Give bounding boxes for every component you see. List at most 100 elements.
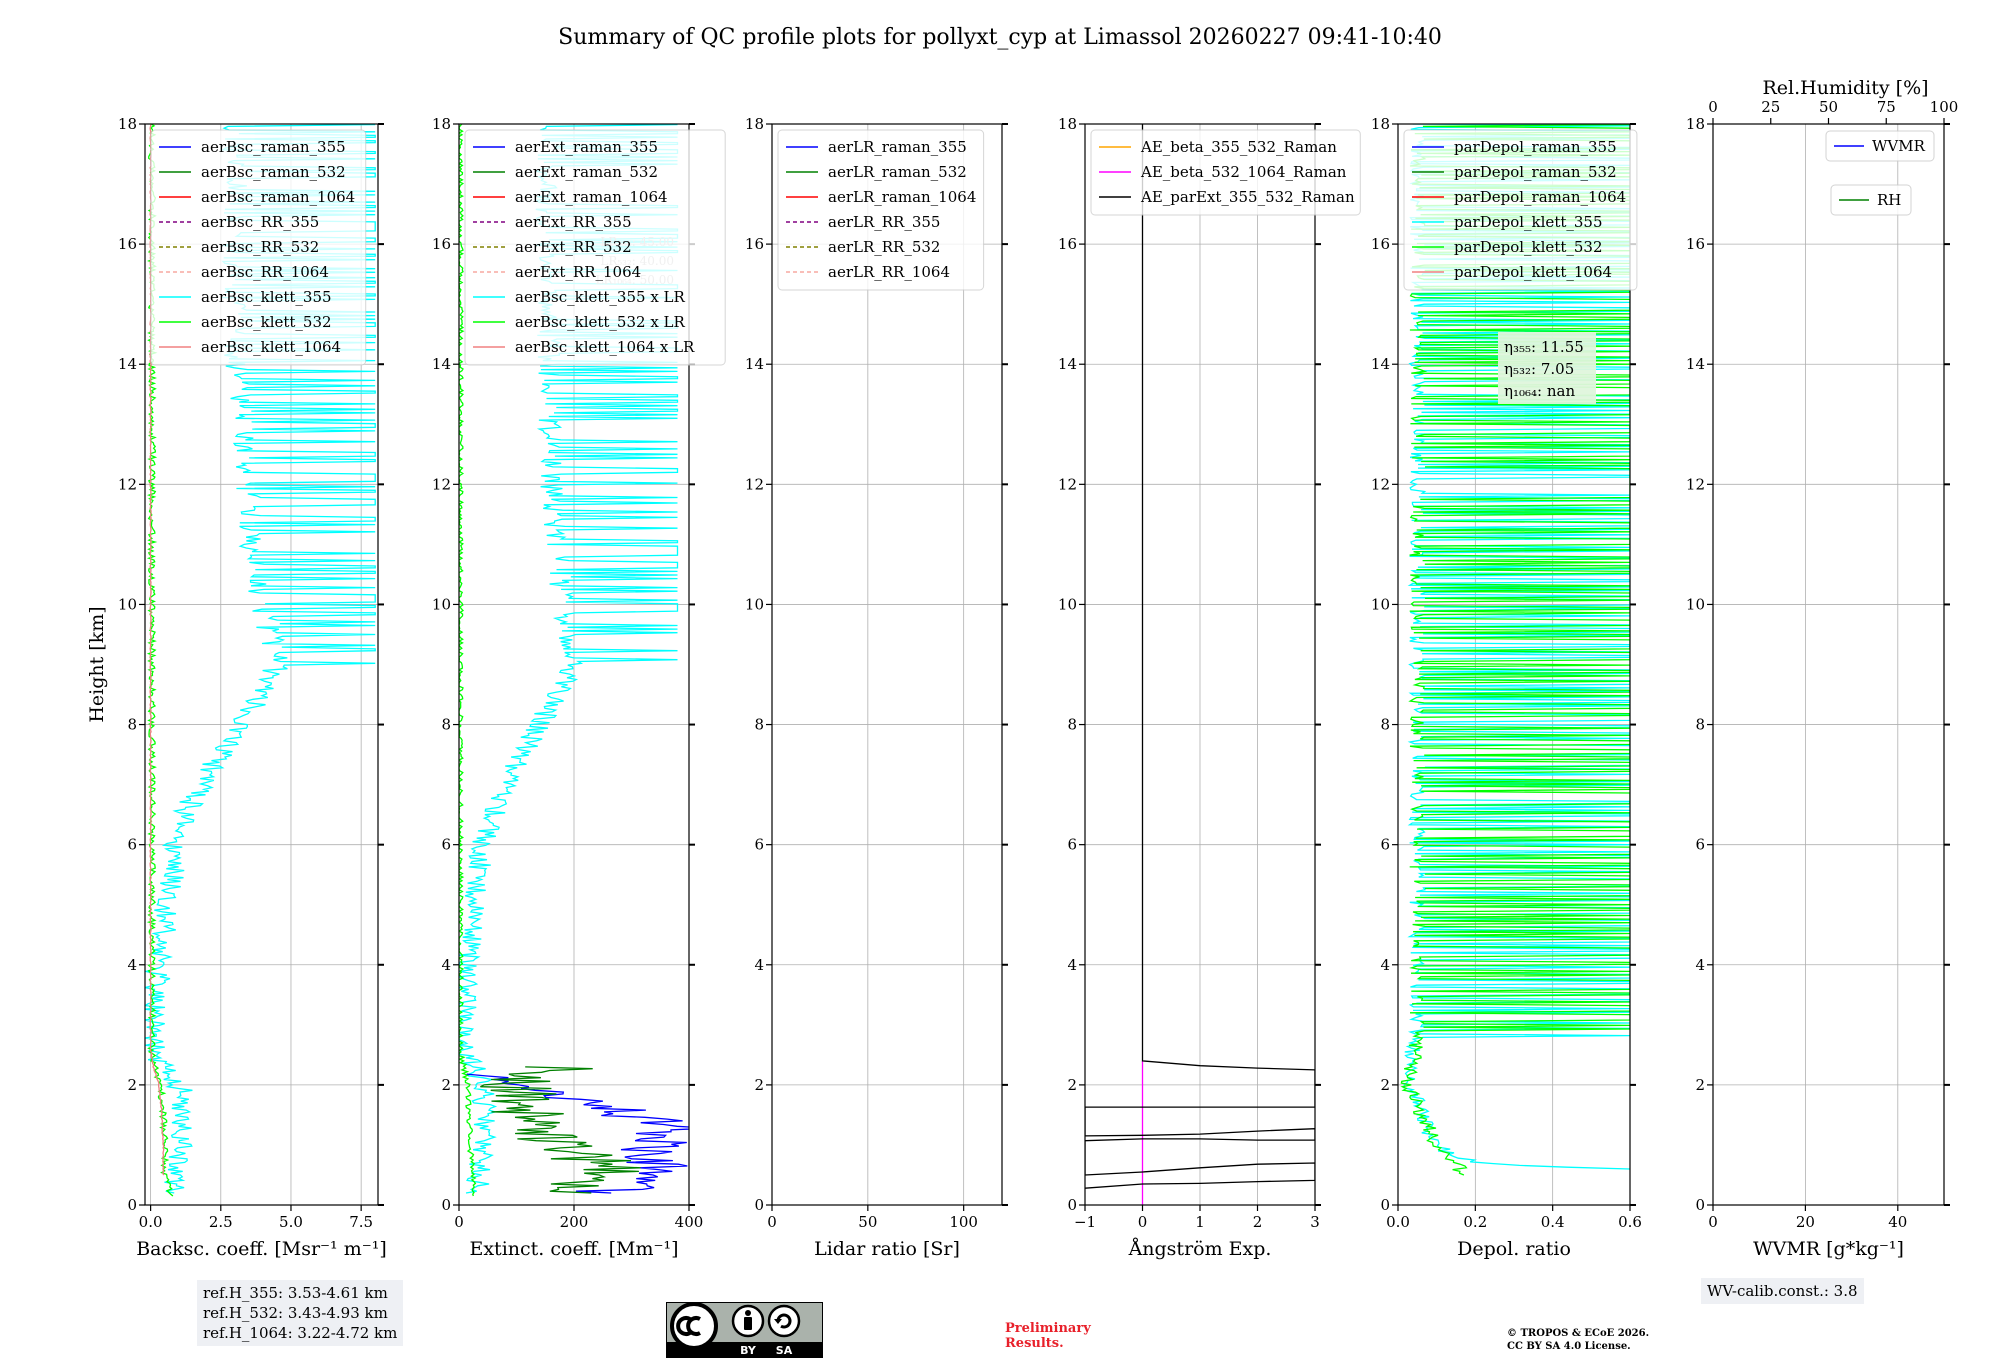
axes-frame-depol — [1397, 123, 1631, 1206]
ref-height-532: ref.H_532: 3.43-4.93 km — [203, 1304, 388, 1322]
legend-label: aerLR_RR_1064 — [828, 263, 950, 281]
y-tick-label: 12 — [432, 475, 451, 493]
y-tick-label: 8 — [1067, 716, 1077, 734]
y-tick-label: 0 — [1380, 1196, 1390, 1214]
x-tick-label: 2 — [1253, 1213, 1263, 1231]
legend-label: aerBsc_klett_532 — [201, 313, 332, 331]
y-tick-label: 6 — [754, 836, 764, 854]
copyright-line-1: © TROPOS & ECoE 2026. — [1507, 1328, 1650, 1339]
legend-label: AE_beta_532_1064_Raman — [1140, 163, 1347, 181]
legend-box — [1403, 129, 1638, 291]
y-tick-label: 0 — [1695, 1196, 1705, 1214]
x-axis-label: Ångström Exp. — [1128, 1238, 1272, 1260]
legend-label: parDepol_klett_355 — [1454, 213, 1603, 231]
legend-label: aerBsc_klett_1064 x LR — [515, 338, 695, 356]
y-tick-label: 18 — [118, 115, 137, 133]
cc-by-label: BY — [740, 1344, 757, 1357]
y-tick-label: 10 — [118, 595, 137, 613]
y-tick-label: 6 — [1067, 836, 1077, 854]
legend-box — [1090, 129, 1361, 216]
chart-backscatter: 0 2 4 6 8 10 12 14 16 18 0.0 2.5 5.0 7.5 Backsc. coeff… — [86, 115, 387, 1260]
y-tick-label: 18 — [745, 115, 764, 133]
y-tick-label: 14 — [1686, 355, 1705, 373]
preliminary-line-1: Preliminary — [1005, 1321, 1091, 1336]
x-tick-label: 2.5 — [209, 1213, 233, 1231]
y-tick-label: 0 — [127, 1196, 137, 1214]
legend-label: aerExt_raman_1064 — [515, 188, 668, 206]
y-tick-label: 14 — [432, 355, 451, 373]
x-tick-label: 50 — [858, 1213, 877, 1231]
y-tick-label: 4 — [1380, 956, 1390, 974]
x-tick-label: 0.4 — [1541, 1213, 1565, 1231]
legend-label: aerLR_RR_355 — [828, 213, 940, 231]
y-tick-label: 2 — [1695, 1076, 1705, 1094]
y-tick-label: 14 — [1058, 355, 1077, 373]
y-tick-label: 8 — [441, 716, 451, 734]
x-tick-label: 400 — [675, 1213, 704, 1231]
x-axis-label: Extinct. coeff. [Mm⁻¹] — [469, 1238, 678, 1260]
y-tick-label: 10 — [1058, 595, 1077, 613]
y-tick-label: 10 — [745, 595, 764, 613]
legend-label: aerLR_raman_355 — [828, 138, 967, 156]
y-tick-label: 12 — [1058, 475, 1077, 493]
legend-box — [1825, 130, 1935, 162]
legend-label: parDepol_klett_1064 — [1454, 263, 1612, 281]
y-tick-label: 10 — [432, 595, 451, 613]
legend-label: RH — [1877, 191, 1901, 209]
y-tick-label: 16 — [1058, 235, 1077, 253]
y-tick-label: 14 — [745, 355, 764, 373]
legend-label: aerLR_RR_532 — [828, 238, 940, 256]
y-tick-label: 16 — [1686, 235, 1705, 253]
top-x-axis-label: Rel.Humidity [%] — [1762, 77, 1928, 99]
x-axis-label: Lidar ratio [Sr] — [814, 1238, 960, 1260]
eta-box — [1498, 332, 1596, 404]
x-tick-label: 0 — [1708, 1213, 1718, 1231]
legend-box — [150, 129, 367, 366]
y-tick-label: 6 — [441, 836, 451, 854]
legend-label: parDepol_klett_532 — [1454, 238, 1603, 256]
legend-label: aerBsc_klett_532 x LR — [515, 313, 686, 331]
ref-height-355: ref.H_355: 3.53-4.61 km — [203, 1284, 388, 1302]
x-axis-label: WVMR [g*kg⁻¹] — [1753, 1238, 1904, 1260]
y-tick-label: 6 — [127, 836, 137, 854]
x-tick-label: 5.0 — [279, 1213, 303, 1231]
chart-extinction: 0 2 4 6 8 10 12 14 16 18 0 200 400 Extinct. coeff. [M… — [432, 115, 726, 1260]
legend-label: aerBsc_RR_355 — [201, 213, 319, 231]
y-tick-label: 0 — [1067, 1196, 1077, 1214]
series-group-depol — [1400, 124, 1630, 1176]
y-tick-label: 2 — [127, 1076, 137, 1094]
legend-label: aerLR_raman_532 — [828, 163, 967, 181]
preliminary-results-note: Preliminary Results. — [1005, 1321, 1091, 1351]
legend-label: AE_beta_355_532_Raman — [1140, 138, 1337, 156]
chart-lidar_ratio: 0 2 4 6 8 10 12 14 16 18 0 50 100 Lidar ratio [Sr] aer… — [745, 115, 1008, 1260]
x-tick-label: 100 — [949, 1213, 978, 1231]
x-tick-label: 0.0 — [1386, 1213, 1410, 1231]
y-tick-label: 4 — [754, 956, 764, 974]
cc-logo-icon — [670, 1302, 718, 1350]
series-group-angstrom — [1085, 124, 1315, 1205]
legend-label: AE_parExt_355_532_Raman — [1140, 188, 1355, 206]
legend-label: aerBsc_raman_355 — [201, 138, 346, 156]
legend-label: aerBsc_RR_1064 — [201, 263, 329, 281]
x-axis-label: Backsc. coeff. [Msr⁻¹ m⁻¹] — [136, 1238, 387, 1260]
y-tick-label: 18 — [1371, 115, 1390, 133]
x-tick-label: 0.6 — [1618, 1213, 1642, 1231]
grid-angstrom — [1084, 123, 1316, 1206]
y-tick-label: 10 — [1371, 595, 1390, 613]
x-tick-label: 7.5 — [349, 1213, 373, 1231]
y-tick-label: 2 — [754, 1076, 764, 1094]
x-tick-label: 0 — [1138, 1213, 1148, 1231]
legend-box — [777, 129, 985, 291]
ref-height-1064: ref.H_1064: 3.22-4.72 km — [203, 1324, 398, 1342]
y-tick-label: 10 — [1686, 595, 1705, 613]
wv-calibration-box: WV-calib.const.: 3.8 — [1701, 1278, 1864, 1304]
legend-box — [1830, 184, 1912, 216]
y-tick-label: 14 — [1371, 355, 1390, 373]
y-tick-label: 2 — [1067, 1076, 1077, 1094]
legend-label: aerBsc_raman_532 — [201, 163, 346, 181]
y-tick-label: 12 — [118, 475, 137, 493]
legend-label: aerExt_RR_1064 — [515, 263, 641, 281]
x-tick-label: 1 — [1195, 1213, 1205, 1231]
